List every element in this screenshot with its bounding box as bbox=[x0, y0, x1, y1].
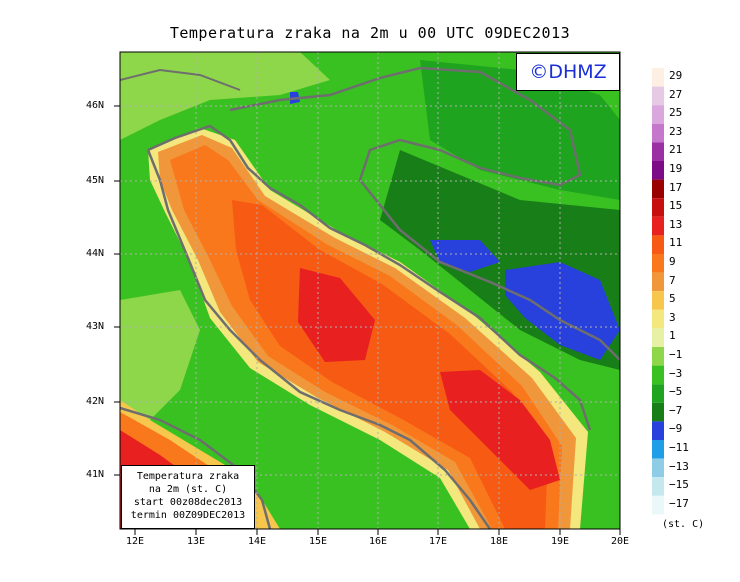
legend-swatch bbox=[652, 384, 664, 403]
lon-label-14e: 14E bbox=[247, 536, 267, 547]
lon-label-18e: 18E bbox=[489, 536, 509, 547]
legend-swatch bbox=[652, 347, 664, 366]
legend-label: 29 bbox=[669, 69, 683, 82]
legend-swatch bbox=[652, 86, 664, 106]
legend-label: 21 bbox=[669, 143, 683, 156]
info-line-3: start 00z08dec2013 bbox=[133, 497, 243, 508]
legend-label: 23 bbox=[669, 125, 683, 138]
color-legend bbox=[652, 68, 664, 515]
legend-swatch bbox=[652, 309, 664, 329]
lat-label-42n: 42N bbox=[86, 396, 105, 407]
legend-label: −9 bbox=[669, 422, 683, 435]
legend-swatch bbox=[652, 142, 664, 161]
legend-label: −1 bbox=[669, 348, 683, 361]
info-line-2: na 2m (st. C) bbox=[148, 484, 228, 495]
legend-swatch bbox=[652, 272, 664, 292]
legend-label: −17 bbox=[669, 497, 689, 510]
alps-warm-zone bbox=[120, 52, 330, 140]
legend-swatch bbox=[652, 495, 664, 515]
plot-frame bbox=[119, 51, 621, 530]
legend-swatch bbox=[652, 458, 664, 478]
alps-border bbox=[120, 68, 241, 91]
east-coastline bbox=[147, 124, 592, 431]
legend-swatch bbox=[652, 161, 664, 180]
lon-label-16e: 16E bbox=[368, 536, 388, 547]
legend-swatch bbox=[652, 216, 664, 236]
dhmz-logo: ©DHMZ bbox=[516, 53, 620, 91]
legend-label: 1 bbox=[669, 329, 676, 342]
legend-swatch bbox=[652, 68, 664, 87]
legend-label: 11 bbox=[669, 236, 683, 249]
legend-label: 13 bbox=[669, 218, 683, 231]
legend-label: 7 bbox=[669, 274, 676, 287]
lat-label-43n: 43N bbox=[86, 321, 105, 332]
legend-swatch bbox=[652, 365, 664, 385]
legend-label: 19 bbox=[669, 162, 683, 175]
lon-label-12e: 12E bbox=[125, 536, 145, 547]
legend-swatch bbox=[652, 477, 664, 496]
legend-swatch bbox=[652, 254, 664, 273]
legend-swatch bbox=[652, 198, 664, 217]
legend-swatch bbox=[652, 105, 664, 124]
legend-label: 3 bbox=[669, 311, 676, 324]
legend-swatch bbox=[652, 421, 664, 440]
tyrrhenian-coastline bbox=[120, 406, 272, 529]
legend-label: 9 bbox=[669, 255, 676, 268]
legend-swatch bbox=[652, 123, 664, 143]
forecast-info-box: Temperatura zraka na 2m (st. C) start 00… bbox=[121, 465, 255, 529]
lon-label-19e: 19E bbox=[550, 536, 570, 547]
pannonian-zone bbox=[420, 60, 620, 200]
map-field bbox=[120, 52, 620, 529]
graticule bbox=[120, 52, 620, 529]
west-coastline bbox=[146, 149, 492, 529]
legend-label: 27 bbox=[669, 88, 683, 101]
lat-label-44n: 44N bbox=[86, 248, 105, 259]
legend-label: −7 bbox=[669, 404, 683, 417]
legend-label: 25 bbox=[669, 106, 683, 119]
lat-label-46n: 46N bbox=[86, 100, 105, 111]
axis-ticks bbox=[114, 105, 621, 535]
adriatic-hot-2 bbox=[440, 370, 560, 490]
legend-swatch bbox=[652, 235, 664, 254]
adriatic-hot-1 bbox=[298, 268, 375, 362]
legend-label: −15 bbox=[669, 478, 689, 491]
legend-label: −13 bbox=[669, 460, 689, 473]
national-borders bbox=[229, 66, 620, 361]
map-title: Temperatura zraka na 2m u 00 UTC 09DEC20… bbox=[169, 24, 571, 42]
lat-label-41n: 41N bbox=[86, 469, 105, 480]
lon-label-15e: 15E bbox=[308, 536, 328, 547]
lon-label-20e: 20E bbox=[610, 536, 630, 547]
legend-swatch bbox=[652, 440, 664, 459]
legend-unit: (st. C) bbox=[662, 519, 705, 530]
legend-label: −11 bbox=[669, 441, 689, 454]
info-line-4: termin 00Z09DEC2013 bbox=[130, 510, 246, 521]
legend-label: 17 bbox=[669, 181, 683, 194]
legend-label: 15 bbox=[669, 199, 683, 212]
legend-label: −3 bbox=[669, 367, 683, 380]
lat-label-45n: 45N bbox=[86, 175, 105, 186]
legend-swatch bbox=[652, 328, 664, 347]
lon-label-17e: 17E bbox=[428, 536, 448, 547]
info-line-1: Temperatura zraka bbox=[136, 471, 240, 482]
lon-label-13e: 13E bbox=[186, 536, 206, 547]
apennine-mild-zone bbox=[120, 290, 200, 420]
legend-swatch bbox=[652, 179, 664, 199]
legend-swatch bbox=[652, 291, 664, 310]
legend-label: −5 bbox=[669, 385, 683, 398]
legend-label: 5 bbox=[669, 292, 676, 305]
legend-swatch bbox=[652, 402, 664, 422]
